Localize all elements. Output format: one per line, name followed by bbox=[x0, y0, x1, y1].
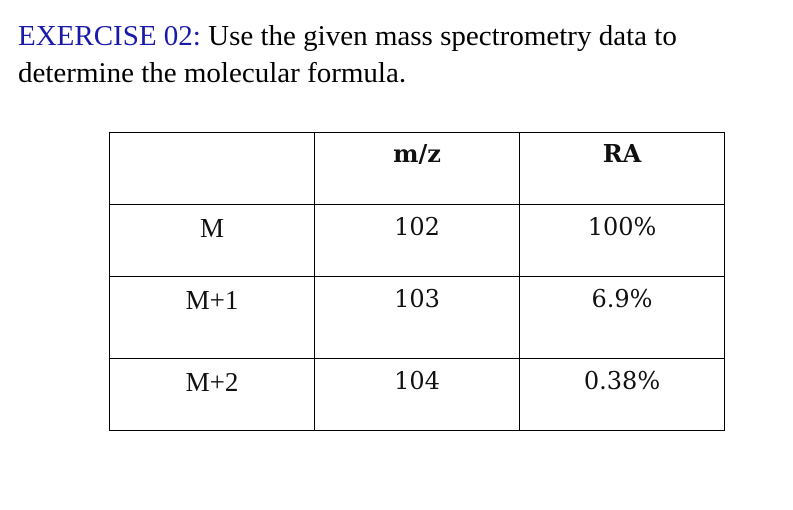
ra-value: 6.9% bbox=[519, 276, 725, 359]
header-mz: m/z bbox=[314, 132, 520, 205]
table-row: M+2 104 0.38% bbox=[109, 358, 725, 431]
mz-value: 104 bbox=[314, 358, 520, 431]
ra-value: 100% bbox=[519, 204, 725, 277]
table-header-row: m/z RA bbox=[109, 132, 725, 205]
exercise-heading: EXERCISE 02: Use the given mass spectrom… bbox=[18, 18, 758, 92]
mz-value: 103 bbox=[314, 276, 520, 359]
header-ra: RA bbox=[519, 132, 725, 205]
mass-spec-table: m/z RA M 102 100% M+1 103 6.9% M+2 104 0… bbox=[109, 132, 725, 431]
peak-label: M+2 bbox=[109, 358, 315, 431]
ra-value: 0.38% bbox=[519, 358, 725, 431]
exercise-label: EXERCISE 02: bbox=[18, 20, 201, 52]
header-empty bbox=[109, 132, 315, 205]
exercise-instructions: Use the given mass spectrometry data to … bbox=[18, 20, 677, 89]
table-row: M 102 100% bbox=[109, 204, 725, 277]
peak-label: M bbox=[109, 204, 315, 277]
table-row: M+1 103 6.9% bbox=[109, 276, 725, 359]
mz-value: 102 bbox=[314, 204, 520, 277]
peak-label: M+1 bbox=[109, 276, 315, 359]
